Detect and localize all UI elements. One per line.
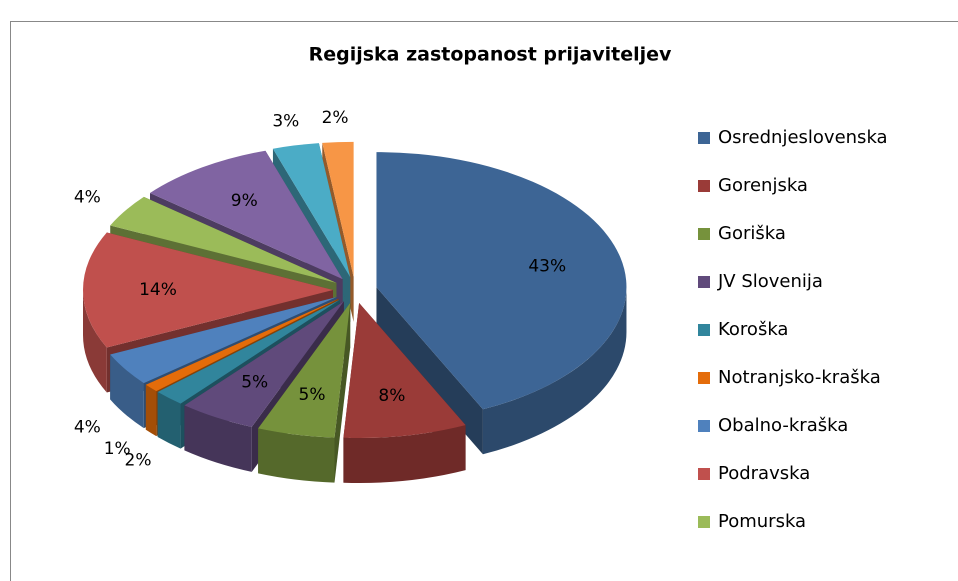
- data-label: 4%: [74, 417, 101, 437]
- legend-label: Goriška: [718, 223, 786, 244]
- pie-tops: [83, 141, 627, 438]
- data-label: 5%: [299, 385, 326, 405]
- slice-side: [343, 425, 466, 483]
- pie-slice: [110, 196, 337, 283]
- legend-label: Obalno-kraška: [718, 415, 848, 436]
- slice-side: [482, 287, 627, 455]
- pie-slice: [145, 298, 339, 392]
- legend-swatch: [698, 276, 710, 288]
- pie-slice: [343, 302, 466, 438]
- pie-slice: [376, 152, 627, 410]
- slice-side: [145, 384, 157, 437]
- chart-title: Regijska zastopanost prijaviteljev: [309, 44, 672, 66]
- slice-side: [184, 405, 252, 472]
- pie-slice: [83, 232, 334, 348]
- pie-slice: [322, 141, 354, 277]
- data-label: 2%: [125, 451, 152, 471]
- legend-swatch: [698, 516, 710, 528]
- legend-swatch: [698, 180, 710, 192]
- legend-label: Podravska: [718, 463, 810, 484]
- data-label: 1%: [104, 439, 131, 459]
- data-label: 4%: [74, 188, 101, 208]
- pie-slice: [110, 297, 337, 384]
- pie-slice: [258, 302, 351, 438]
- data-label: 3%: [272, 112, 299, 132]
- slice-wall: [376, 287, 483, 455]
- slice-side: [258, 428, 335, 483]
- legend-swatch: [698, 372, 710, 384]
- slice-side: [83, 290, 107, 393]
- pie-slice: [150, 150, 343, 280]
- data-label: 14%: [139, 280, 177, 300]
- legend-label: Notranjsko-kraška: [718, 367, 881, 388]
- legend-label: Pomurska: [718, 511, 806, 532]
- slice-wall: [110, 297, 337, 400]
- slice-side: [110, 354, 144, 429]
- data-label: 2%: [322, 108, 349, 128]
- pie-slice: [184, 301, 344, 427]
- data-label: 43%: [528, 257, 566, 277]
- legend-swatch: [698, 324, 710, 336]
- legend-swatch: [698, 132, 710, 144]
- data-label: 8%: [378, 386, 405, 406]
- legend-swatch: [698, 420, 710, 432]
- slice-side: [157, 392, 181, 449]
- pie-slice: [157, 299, 340, 404]
- data-label: 9%: [231, 191, 258, 211]
- data-label: 5%: [241, 373, 268, 393]
- legend-label: Koroška: [718, 319, 788, 340]
- pie-slice: [272, 143, 351, 278]
- legend-label: JV Slovenija: [717, 271, 823, 292]
- legend-label: Gorenjska: [718, 175, 808, 196]
- legend-label: Osrednjeslovenska: [718, 127, 888, 148]
- legend-swatch: [698, 228, 710, 240]
- legend-swatch: [698, 468, 710, 480]
